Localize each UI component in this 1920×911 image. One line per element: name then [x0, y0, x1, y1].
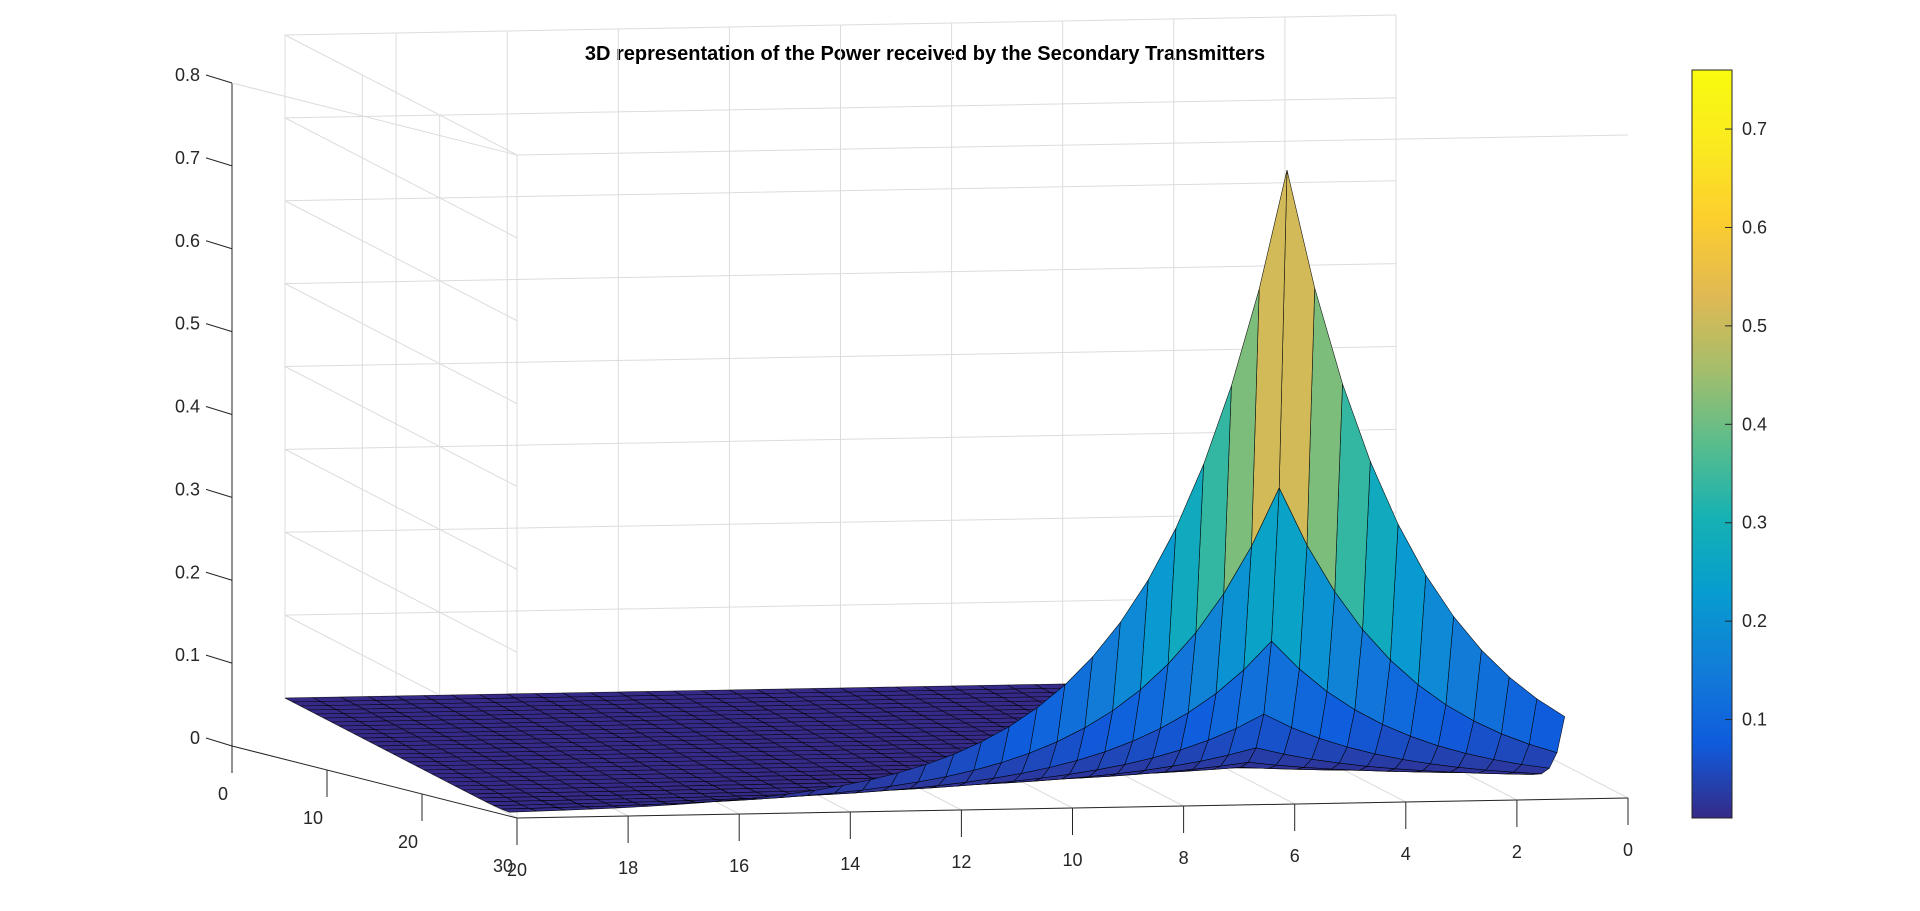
z-tick: [205, 406, 233, 415]
x-tick-label: 18: [618, 858, 638, 878]
z-tick: [205, 488, 233, 498]
y-tick-label: 30: [493, 856, 513, 876]
z-tick: [205, 323, 233, 333]
z-tick: [205, 654, 233, 664]
y-tick-label: 20: [398, 832, 418, 852]
x-tick-label: 2: [1512, 842, 1522, 862]
x-tick-label: 12: [951, 852, 971, 872]
x-tick-label: 8: [1179, 848, 1189, 868]
z-tick-label: 0.8: [175, 65, 200, 85]
z-tick: [205, 157, 233, 167]
axes: 0 0.1 0.2 0.3 0.4 0.5 0.6 0.7 0.8 0 2 4 6 8 10 12 14 16 18…: [175, 65, 1633, 880]
z-tick: [205, 74, 233, 84]
box-edge: [231, 82, 518, 156]
z-tick-label: 0.4: [175, 397, 200, 417]
x-tick-label: 4: [1401, 844, 1411, 864]
colorbar-tick-label: 0.3: [1742, 513, 1767, 533]
z-tick: [205, 571, 233, 581]
surface-patch: [501, 808, 538, 813]
x-tick-label: 20: [507, 860, 527, 880]
box-edge: [516, 134, 1629, 156]
z-tick-label: 0.5: [175, 314, 200, 334]
z-tick: [205, 240, 233, 250]
z-tick-label: 0.2: [175, 562, 200, 582]
z-tick-label: 0.6: [175, 231, 200, 251]
surface-plot: [284, 170, 1566, 813]
x-tick-label: 10: [1062, 850, 1082, 870]
colorbar-tick-label: 0.4: [1742, 414, 1767, 434]
y-tick-label: 10: [303, 808, 323, 828]
y-tick-label: 0: [218, 784, 228, 804]
colorbar-tick-label: 0.5: [1742, 316, 1767, 336]
z-tick-label: 0: [190, 728, 200, 748]
z-tick-label: 0.1: [175, 645, 200, 665]
x-tick-label: 0: [1623, 840, 1633, 860]
x-tick-label: 16: [729, 856, 749, 876]
colorbar-tick-label: 0.1: [1742, 710, 1767, 730]
colorbar-gradient: [1691, 69, 1733, 819]
colorbar-tick-label: 0.7: [1742, 119, 1767, 139]
z-tick-label: 0.3: [175, 479, 200, 499]
colorbar: 0.1 0.2 0.3 0.4 0.5 0.6 0.7: [1691, 69, 1767, 819]
x-tick-label: 14: [840, 854, 860, 874]
chart-title: 3D representation of the Power received …: [585, 43, 1265, 65]
y-axis-line: [231, 745, 518, 819]
z-tick-label: 0.7: [175, 148, 200, 168]
x-tick-label: 6: [1290, 846, 1300, 866]
colorbar-tick-label: 0.2: [1742, 611, 1767, 631]
z-tick: [205, 737, 233, 747]
colorbar-tick-label: 0.6: [1742, 217, 1767, 237]
